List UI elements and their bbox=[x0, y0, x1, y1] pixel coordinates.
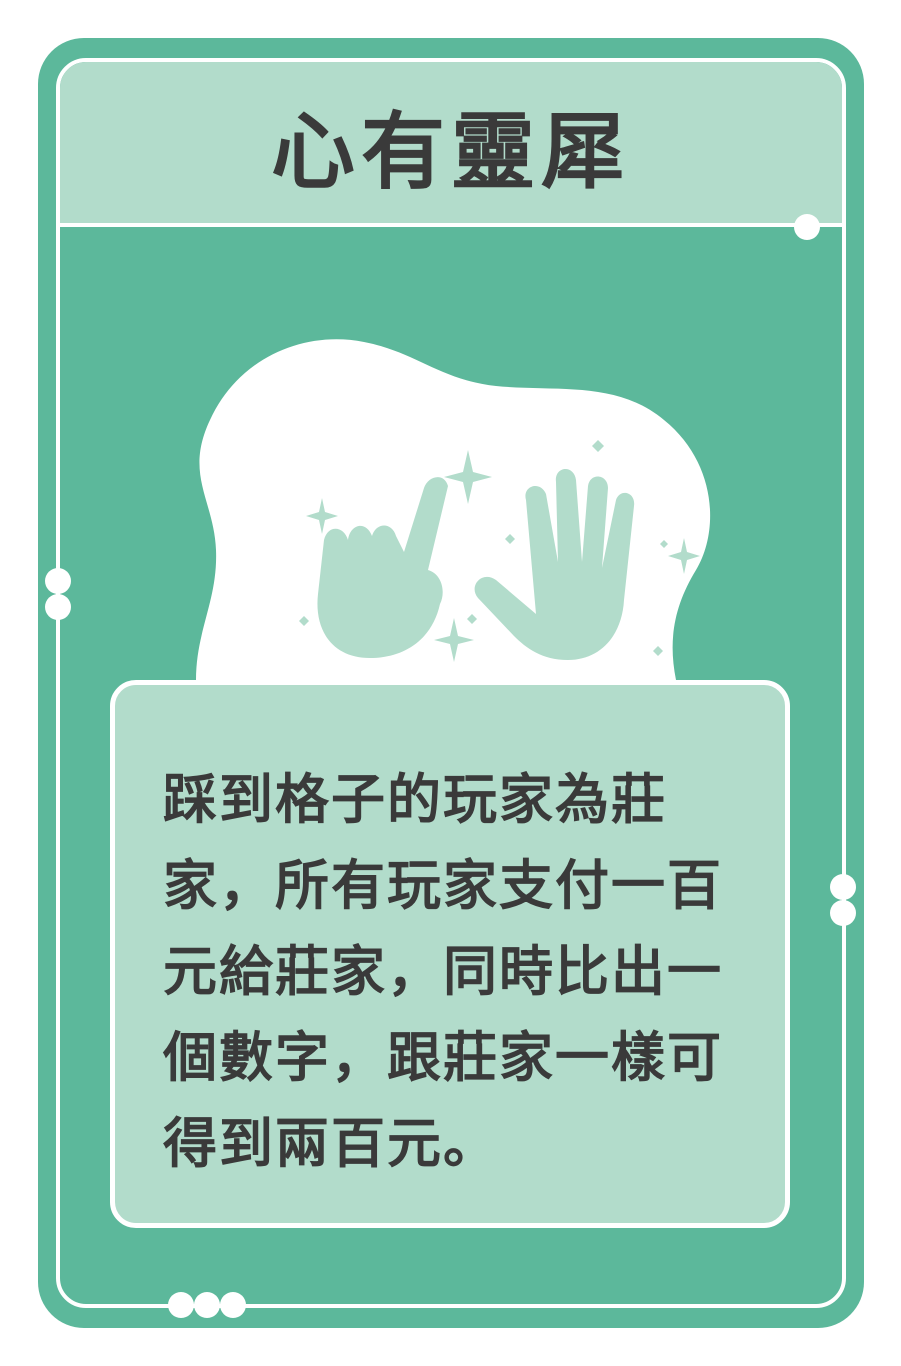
frame-dot bbox=[45, 568, 71, 594]
card-description: 踩到格子的玩家為莊家，所有玩家支付一百元給莊家，同時比出一個數字，跟莊家一樣可得… bbox=[163, 768, 723, 1175]
frame-dot bbox=[830, 900, 856, 926]
sparkle-icon bbox=[299, 440, 700, 662]
card-title: 心有靈犀 bbox=[270, 103, 631, 201]
hand-open-five-icon bbox=[474, 468, 635, 660]
frame-dot bbox=[45, 594, 71, 620]
frame-dot bbox=[220, 1292, 246, 1318]
card-title-band: 心有靈犀 bbox=[60, 62, 842, 227]
frame-dot bbox=[794, 214, 820, 240]
card-description-box: 踩到格子的玩家為莊家，所有玩家支付一百元給莊家，同時比出一個數字，跟莊家一樣可得… bbox=[110, 680, 790, 1228]
hand-pointing-one-icon bbox=[317, 477, 448, 658]
frame-dot bbox=[194, 1292, 220, 1318]
game-card: 心有靈犀 踩到格子的玩家 bbox=[38, 38, 864, 1328]
frame-dot bbox=[168, 1292, 194, 1318]
two-hands-showing-numbers-icon bbox=[196, 339, 711, 680]
card-inner-frame bbox=[56, 58, 846, 1308]
frame-dot bbox=[830, 874, 856, 900]
